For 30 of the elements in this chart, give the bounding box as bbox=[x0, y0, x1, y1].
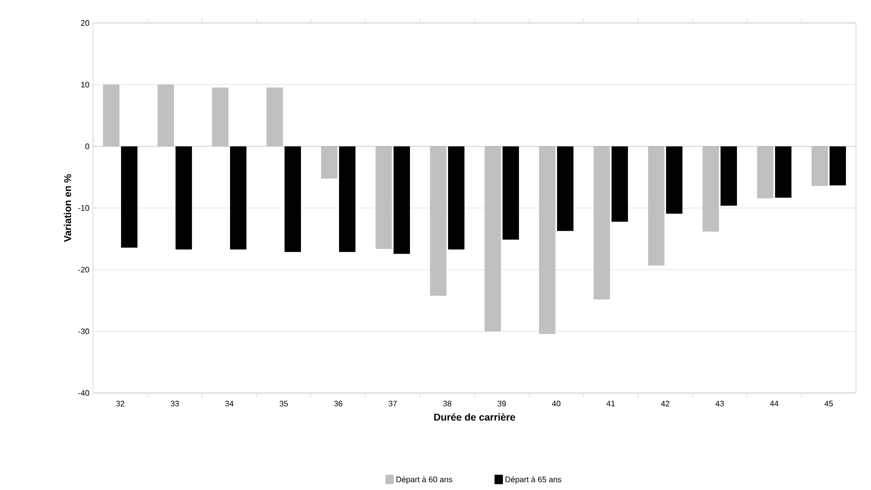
bar bbox=[376, 146, 392, 249]
y-axis-title: Variation en % bbox=[64, 174, 72, 242]
bar bbox=[230, 146, 246, 250]
bar bbox=[212, 88, 228, 147]
bar bbox=[666, 146, 682, 214]
bar bbox=[557, 146, 574, 231]
bar bbox=[284, 146, 301, 252]
bar bbox=[430, 146, 446, 296]
bar bbox=[121, 146, 138, 248]
bar bbox=[176, 146, 192, 250]
bar bbox=[103, 84, 120, 147]
bar bbox=[812, 146, 828, 186]
x-axis-title: Durée de carrière bbox=[434, 413, 516, 421]
bar bbox=[775, 146, 792, 198]
bar bbox=[757, 146, 774, 198]
bar bbox=[720, 146, 737, 206]
bar bbox=[502, 146, 519, 240]
bar bbox=[321, 146, 338, 179]
bar bbox=[448, 146, 464, 250]
bar bbox=[266, 88, 283, 147]
bar bbox=[648, 146, 664, 266]
bar bbox=[702, 146, 719, 232]
bar bbox=[339, 146, 356, 252]
bar bbox=[612, 146, 628, 222]
bar bbox=[830, 146, 846, 186]
bar bbox=[484, 146, 501, 332]
bar bbox=[594, 146, 610, 300]
bar bbox=[539, 146, 556, 334]
bar bbox=[158, 84, 174, 147]
bar bbox=[394, 146, 410, 254]
